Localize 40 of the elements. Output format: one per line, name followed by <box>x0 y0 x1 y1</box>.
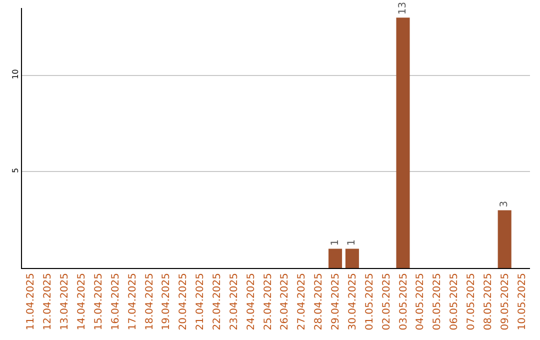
x-tick-label: 20.04.2025 <box>178 273 190 330</box>
x-tick-label: 27.04.2025 <box>296 273 308 330</box>
data-label: 13 <box>398 2 408 15</box>
x-tick-label: 17.04.2025 <box>127 273 138 330</box>
x-tick-label: 26.04.2025 <box>280 273 291 330</box>
x-tick-label: 12.04.2025 <box>42 273 54 330</box>
x-tick-label: 06.05.2025 <box>449 273 460 330</box>
data-label: 1 <box>330 239 341 246</box>
x-tick-label: 14.04.2025 <box>76 273 88 330</box>
x-tick-label: 08.05.2025 <box>482 273 494 330</box>
x-tick-label: 23.04.2025 <box>228 273 240 330</box>
x-tick-label: 18.04.2025 <box>144 273 156 330</box>
bar <box>396 18 410 268</box>
x-tick-label: 21.04.2025 <box>195 273 206 330</box>
y-tick-label: 5 <box>10 168 20 174</box>
bar <box>498 210 512 268</box>
x-tick-label: 28.04.2025 <box>314 273 325 330</box>
data-label: 3 <box>499 200 510 208</box>
x-tick-label: 04.05.2025 <box>415 273 426 330</box>
x-tick-label: 05.05.2025 <box>432 273 444 330</box>
bar <box>328 248 342 268</box>
x-tick-label: 11.04.2025 <box>26 273 37 330</box>
x-tick-label: 15.04.2025 <box>93 273 104 330</box>
x-tick-label: 24.04.2025 <box>246 273 257 330</box>
bar <box>345 248 359 268</box>
x-tick-label: 29.04.2025 <box>330 273 342 330</box>
x-tick-label: 09.05.2025 <box>500 273 511 330</box>
y-tick-label: 10 <box>10 69 20 80</box>
x-tick-label: 10.05.2025 <box>516 273 528 330</box>
x-tick-label: 01.05.2025 <box>364 273 376 330</box>
x-tick-label: 30.04.2025 <box>347 273 358 330</box>
x-tick-label: 02.05.2025 <box>381 273 392 330</box>
x-tick-label: 03.05.2025 <box>398 273 410 330</box>
x-tick-label: 13.04.2025 <box>60 273 71 330</box>
x-tick-label: 19.04.2025 <box>161 273 172 330</box>
data-label: 1 <box>346 239 358 246</box>
x-tick-label: 25.04.2025 <box>262 273 274 330</box>
x-tick-label: 07.05.2025 <box>466 273 477 330</box>
x-tick-label: 16.04.2025 <box>110 273 122 330</box>
x-tick-label: 22.04.2025 <box>212 273 223 330</box>
